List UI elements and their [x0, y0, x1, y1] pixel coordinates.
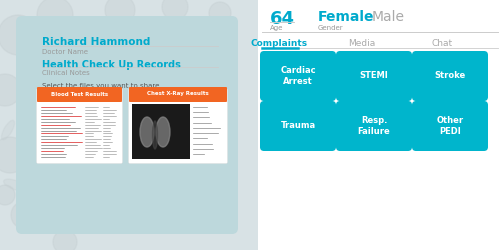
Ellipse shape — [140, 117, 154, 147]
Circle shape — [37, 0, 73, 33]
Text: Clinical Notes: Clinical Notes — [42, 70, 90, 76]
Text: Trauma: Trauma — [280, 122, 316, 130]
Text: 64: 64 — [270, 10, 295, 28]
FancyBboxPatch shape — [412, 51, 488, 101]
Circle shape — [105, 0, 135, 25]
Circle shape — [53, 230, 77, 250]
Ellipse shape — [4, 179, 26, 191]
Text: Blood Test Results: Blood Test Results — [51, 92, 108, 96]
Circle shape — [209, 2, 231, 24]
FancyBboxPatch shape — [132, 104, 190, 159]
Text: Gender: Gender — [318, 25, 344, 31]
Ellipse shape — [2, 120, 15, 140]
FancyBboxPatch shape — [129, 87, 227, 102]
Text: Media: Media — [348, 39, 376, 48]
Text: Stroke: Stroke — [434, 72, 466, 80]
Text: Female: Female — [318, 10, 374, 24]
Ellipse shape — [18, 42, 42, 58]
Circle shape — [0, 137, 28, 173]
Text: Select the files you want to share: Select the files you want to share — [42, 83, 160, 89]
FancyBboxPatch shape — [37, 87, 122, 102]
Text: Male: Male — [372, 10, 405, 24]
Text: Richard Hammond: Richard Hammond — [42, 37, 150, 47]
Circle shape — [0, 74, 21, 106]
Text: Chest X-Ray Results: Chest X-Ray Results — [147, 92, 209, 96]
FancyBboxPatch shape — [336, 51, 412, 101]
Text: Age: Age — [270, 25, 283, 31]
FancyBboxPatch shape — [258, 0, 500, 250]
Ellipse shape — [152, 121, 158, 149]
FancyBboxPatch shape — [260, 51, 336, 101]
Text: STEMI: STEMI — [360, 72, 388, 80]
Text: Other
PEDI: Other PEDI — [436, 116, 464, 136]
Circle shape — [162, 0, 188, 20]
Text: Doctor Name: Doctor Name — [42, 49, 88, 55]
FancyBboxPatch shape — [36, 88, 122, 164]
Circle shape — [11, 201, 39, 229]
FancyBboxPatch shape — [260, 101, 336, 151]
FancyBboxPatch shape — [336, 101, 412, 151]
Text: Cardiac
Arrest: Cardiac Arrest — [280, 66, 316, 86]
Text: Complaints: Complaints — [250, 39, 308, 48]
Text: Resp.
Failure: Resp. Failure — [358, 116, 390, 136]
Text: Health Check Up Records: Health Check Up Records — [42, 60, 181, 70]
Circle shape — [0, 185, 15, 205]
FancyBboxPatch shape — [412, 101, 488, 151]
Circle shape — [0, 15, 38, 55]
Text: Chat: Chat — [432, 39, 452, 48]
Ellipse shape — [156, 117, 170, 147]
FancyBboxPatch shape — [16, 16, 238, 234]
FancyBboxPatch shape — [128, 88, 228, 164]
